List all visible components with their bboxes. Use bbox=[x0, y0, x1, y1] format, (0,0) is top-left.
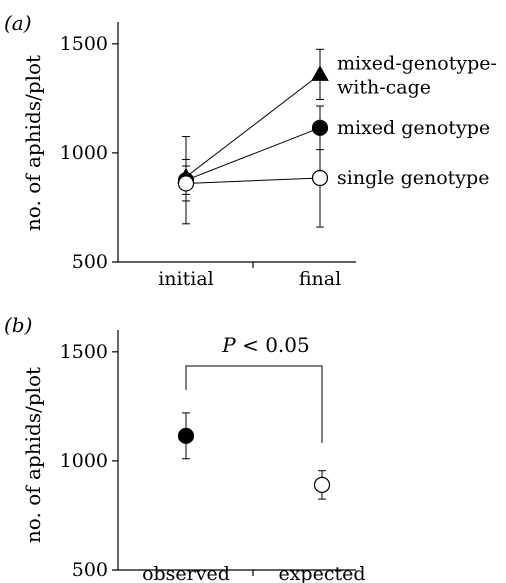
panel-b-y-tick-label: 1500 bbox=[60, 341, 108, 363]
panel-b-y-tick-label: 500 bbox=[72, 559, 108, 581]
panel-b-x-tick-label: observed bbox=[142, 563, 230, 583]
data-point bbox=[313, 476, 331, 494]
panel-b-x-tick-label: expected bbox=[278, 563, 365, 583]
panel-b: (b) no. of aphids/plot 500 1000 1500 observ… bbox=[4, 313, 366, 583]
panel-a-y-axis-label: no. of aphids/plot bbox=[21, 55, 45, 231]
series-line-0 bbox=[185, 73, 321, 178]
panel-a-y-tick-label: 1000 bbox=[60, 142, 108, 164]
data-point bbox=[311, 119, 329, 136]
panel-a-y-tick-label: 1500 bbox=[60, 33, 108, 55]
significance-bracket bbox=[185, 365, 323, 443]
panel-a-x-tick-label: final bbox=[299, 268, 341, 290]
panel-b-y-tick-label: 1000 bbox=[60, 450, 108, 472]
data-point bbox=[177, 427, 195, 444]
significance-p-symbol: P bbox=[221, 333, 236, 357]
significance-annotation: P < 0.05 bbox=[221, 333, 309, 357]
series-label: with-cage bbox=[337, 76, 431, 98]
series-label: mixed genotype bbox=[337, 117, 490, 139]
series-label: mixed-genotype- bbox=[337, 52, 497, 74]
panel-a-x-tick-label: initial bbox=[158, 268, 214, 290]
data-point bbox=[311, 169, 329, 187]
significance-threshold: < 0.05 bbox=[236, 333, 310, 357]
series-line-1 bbox=[185, 127, 321, 181]
panel-b-label: (b) bbox=[4, 313, 32, 337]
panel-a: (a) no. of aphids/plot 500 1000 1500 initia… bbox=[4, 11, 497, 290]
series-line-2 bbox=[185, 177, 321, 184]
panel-a-y-tick-label: 500 bbox=[72, 251, 108, 273]
data-point bbox=[177, 175, 195, 192]
series-label: single genotype bbox=[337, 167, 489, 189]
data-point bbox=[311, 65, 329, 81]
panel-a-label: (a) bbox=[4, 11, 32, 35]
panel-b-y-axis-label: no. of aphids/plot bbox=[21, 367, 45, 543]
